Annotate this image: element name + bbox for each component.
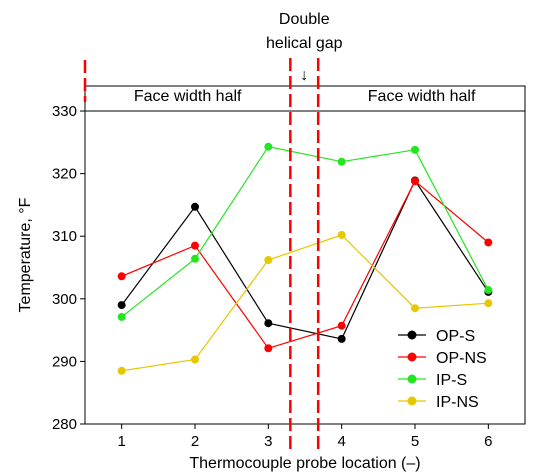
series-line bbox=[121, 180, 489, 350]
y-tick-label: 330 bbox=[52, 103, 77, 120]
legend: OP-S OP-NS IP-S IP-NS bbox=[398, 328, 487, 411]
right-region-label: Face width half bbox=[368, 88, 476, 105]
y-tick-label: 300 bbox=[52, 291, 77, 308]
x-tick-label: 3 bbox=[264, 433, 272, 450]
y-tick-label: 320 bbox=[52, 166, 77, 183]
x-tick-label: 2 bbox=[191, 433, 199, 450]
legend-label: IP-NS bbox=[436, 394, 479, 411]
x-tick-label: 6 bbox=[484, 433, 492, 450]
data-point bbox=[337, 334, 346, 343]
data-point bbox=[337, 321, 346, 330]
legend-label: IP-S bbox=[436, 372, 467, 389]
y-axis-title: Temperature, °F bbox=[17, 197, 34, 312]
axis-ticks: 280 290 300 310 320 330 1 2 3 4 5 6 bbox=[52, 103, 493, 450]
legend-label: OP-NS bbox=[436, 350, 487, 367]
legend-item-ip-ns: IP-NS bbox=[398, 394, 479, 411]
series-op-ns bbox=[117, 177, 493, 353]
gap-label-line2: helical gap bbox=[266, 35, 343, 52]
data-point bbox=[117, 366, 126, 375]
y-tick-label: 310 bbox=[52, 228, 77, 245]
data-point bbox=[191, 254, 199, 263]
series-op-s bbox=[117, 176, 493, 343]
left-region-label: Face width half bbox=[134, 88, 242, 105]
series-layer bbox=[117, 142, 493, 375]
y-tick-label: 280 bbox=[52, 416, 77, 433]
data-point bbox=[484, 238, 493, 247]
data-point bbox=[191, 202, 199, 211]
data-point bbox=[411, 145, 419, 154]
y-tick-label: 290 bbox=[52, 353, 77, 370]
data-point bbox=[337, 230, 346, 239]
data-point bbox=[264, 319, 273, 328]
gap-boundaries bbox=[83, 58, 320, 452]
data-point bbox=[337, 157, 346, 166]
series-line bbox=[121, 179, 489, 340]
gap-arrow-icon: ↓ bbox=[300, 67, 308, 84]
legend-marker bbox=[407, 374, 417, 384]
data-point bbox=[411, 177, 419, 186]
x-tick-label: 4 bbox=[337, 433, 345, 450]
gap-label-line1: Double bbox=[279, 11, 330, 28]
x-tick-label: 1 bbox=[117, 433, 125, 450]
data-point bbox=[264, 142, 273, 151]
data-point bbox=[191, 241, 199, 250]
legend-item-ip-s: IP-S bbox=[398, 372, 467, 389]
plot-frame bbox=[84, 85, 526, 425]
data-point bbox=[117, 312, 126, 321]
data-point bbox=[191, 355, 199, 364]
legend-marker bbox=[407, 352, 417, 362]
x-tick-label: 5 bbox=[411, 433, 419, 450]
series-ip-ns bbox=[117, 230, 493, 375]
data-point bbox=[117, 301, 126, 310]
x-axis-title: Thermocouple probe location (–) bbox=[189, 455, 420, 472]
data-point bbox=[484, 286, 493, 295]
series-ip-s bbox=[117, 142, 493, 321]
legend-item-op-s: OP-S bbox=[398, 328, 475, 345]
series-line bbox=[121, 234, 489, 372]
data-point bbox=[117, 272, 126, 281]
legend-marker bbox=[407, 396, 417, 406]
legend-item-op-ns: OP-NS bbox=[398, 350, 487, 367]
legend-marker bbox=[407, 330, 417, 340]
series-line bbox=[121, 146, 489, 318]
data-point bbox=[411, 304, 419, 313]
data-point bbox=[484, 299, 493, 308]
data-point bbox=[264, 256, 273, 265]
data-point bbox=[264, 344, 273, 353]
legend-label: OP-S bbox=[436, 328, 475, 345]
